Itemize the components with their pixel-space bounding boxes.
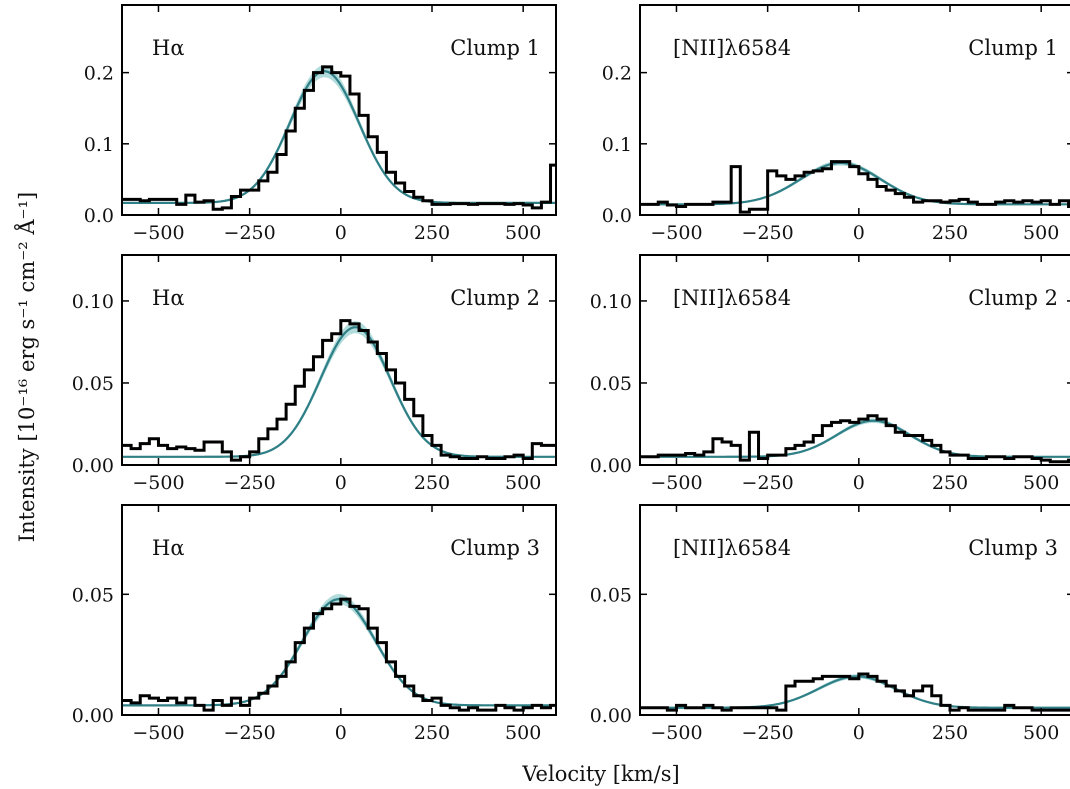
- y-tick-label: 0.00: [72, 455, 114, 477]
- x-axis-title: Velocity [km/s]: [521, 762, 679, 786]
- x-tick-label: −500: [132, 722, 184, 744]
- x-tick-label: 500: [505, 722, 541, 744]
- gaussian-fit-line: [122, 70, 556, 204]
- y-tick-label: 0.1: [602, 134, 632, 156]
- x-tick-label: −250: [742, 222, 794, 244]
- x-tick-label: 500: [1023, 222, 1059, 244]
- x-tick-label: −250: [224, 722, 276, 744]
- x-tick-label: −500: [650, 722, 702, 744]
- clump-label: Clump 1: [968, 36, 1058, 60]
- panel-4: 0.00 0.05 0.10 −500 −250 0 250 500 [NII]λ6584 Clu…: [590, 254, 1070, 494]
- panel-3: 0.00 0.05 0.10 −500 −250 0 250 500 Hα Clump 2: [72, 254, 557, 494]
- fit-uncertainty-band: [122, 65, 556, 204]
- x-tick-label: 500: [505, 472, 541, 494]
- x-tick-label: 500: [1023, 722, 1059, 744]
- observed-spectrum-line: [122, 319, 556, 462]
- y-tick-label: 0.10: [72, 291, 114, 313]
- panel-frame: [121, 254, 557, 466]
- y-tick-label: 0.00: [590, 705, 632, 727]
- panel-2: 0.0 0.1 0.2 −500 −250 0 250 500 [NII]λ6584 Clump …: [602, 4, 1070, 244]
- emission-line-label: Hα: [152, 536, 185, 560]
- x-tick-label: 250: [932, 472, 968, 494]
- panel-frame: [639, 254, 1070, 466]
- x-tick-label: −500: [132, 472, 184, 494]
- emission-line-label: [NII]λ6584: [673, 36, 791, 60]
- x-tick-label: −500: [650, 222, 702, 244]
- emission-line-label: [NII]λ6584: [673, 286, 791, 310]
- panel-frame: [121, 4, 557, 216]
- x-tick-label: −500: [132, 222, 184, 244]
- y-tick-label: 0.0: [84, 205, 114, 227]
- x-tick-label: −500: [650, 472, 702, 494]
- y-tick-label: 0.05: [590, 584, 632, 606]
- x-tick-label: 0: [853, 722, 865, 744]
- y-tick-label: 0.00: [72, 705, 114, 727]
- y-tick-label: 0.05: [590, 373, 632, 395]
- plot-area: [640, 414, 1070, 464]
- x-tick-label: 250: [932, 722, 968, 744]
- x-tick-label: 0: [335, 722, 347, 744]
- observed-spectrum-line: [122, 65, 556, 211]
- y-tick-label: 0.2: [84, 63, 114, 85]
- y-tick-label: 0.1: [84, 134, 114, 156]
- x-tick-label: 250: [414, 722, 450, 744]
- gaussian-fit-line: [122, 326, 556, 458]
- emission-line-label: Hα: [152, 286, 185, 310]
- x-tick-label: 500: [505, 222, 541, 244]
- x-tick-label: 250: [414, 472, 450, 494]
- panel-frame: [639, 4, 1070, 216]
- y-tick-label: 0.0: [602, 205, 632, 227]
- emission-line-label: Hα: [152, 36, 185, 60]
- panel-frame: [639, 504, 1070, 716]
- y-tick-label: 0.00: [590, 455, 632, 477]
- panel-frame: [121, 504, 557, 716]
- plot-area: [122, 319, 556, 462]
- y-axis-title: Intensity [10⁻¹⁶ erg s⁻¹ cm⁻² Å⁻¹]: [14, 192, 39, 542]
- x-tick-label: −250: [224, 222, 276, 244]
- panel-5: 0.00 0.05 −500 −250 0 250 500 Hα Clump 3: [72, 504, 557, 744]
- x-tick-label: 0: [335, 222, 347, 244]
- x-tick-label: 250: [932, 222, 968, 244]
- x-tick-label: 500: [1023, 472, 1059, 494]
- observed-spectrum-line: [640, 160, 1070, 214]
- fit-uncertainty-band: [640, 418, 1070, 458]
- observed-spectrum-line: [640, 672, 1070, 712]
- plot-area: [640, 672, 1070, 712]
- panel-6: 0.00 0.05 −500 −250 0 250 500 [NII]λ6584 Clump 3: [590, 504, 1070, 744]
- panel-1: 0.0 0.1 0.2 −500 −250 0 250 500 Hα Clump 1: [84, 4, 557, 244]
- observed-spectrum-line: [640, 414, 1070, 464]
- x-tick-label: −250: [742, 472, 794, 494]
- y-tick-label: 0.05: [72, 584, 114, 606]
- x-tick-label: −250: [224, 472, 276, 494]
- clump-label: Clump 2: [968, 286, 1058, 310]
- gaussian-fit-line: [640, 675, 1070, 709]
- gaussian-fit-line: [122, 598, 556, 707]
- y-tick-label: 0.05: [72, 373, 114, 395]
- clump-label: Clump 1: [450, 36, 540, 60]
- x-tick-label: 250: [414, 222, 450, 244]
- y-tick-label: 0.10: [590, 291, 632, 313]
- x-tick-label: 0: [853, 222, 865, 244]
- plot-area: [122, 594, 556, 712]
- observed-spectrum-line: [122, 597, 556, 712]
- clump-label: Clump 3: [450, 536, 540, 560]
- clump-label: Clump 3: [968, 536, 1058, 560]
- y-tick-label: 0.2: [602, 63, 632, 85]
- clump-label: Clump 2: [450, 286, 540, 310]
- plot-area: [122, 65, 556, 211]
- plot-area: [640, 160, 1070, 214]
- x-tick-label: 0: [853, 472, 865, 494]
- x-tick-label: −250: [742, 722, 794, 744]
- fit-uncertainty-band: [122, 594, 556, 707]
- gaussian-fit-line: [640, 161, 1070, 206]
- emission-line-label: [NII]λ6584: [673, 536, 791, 560]
- x-tick-label: 0: [335, 472, 347, 494]
